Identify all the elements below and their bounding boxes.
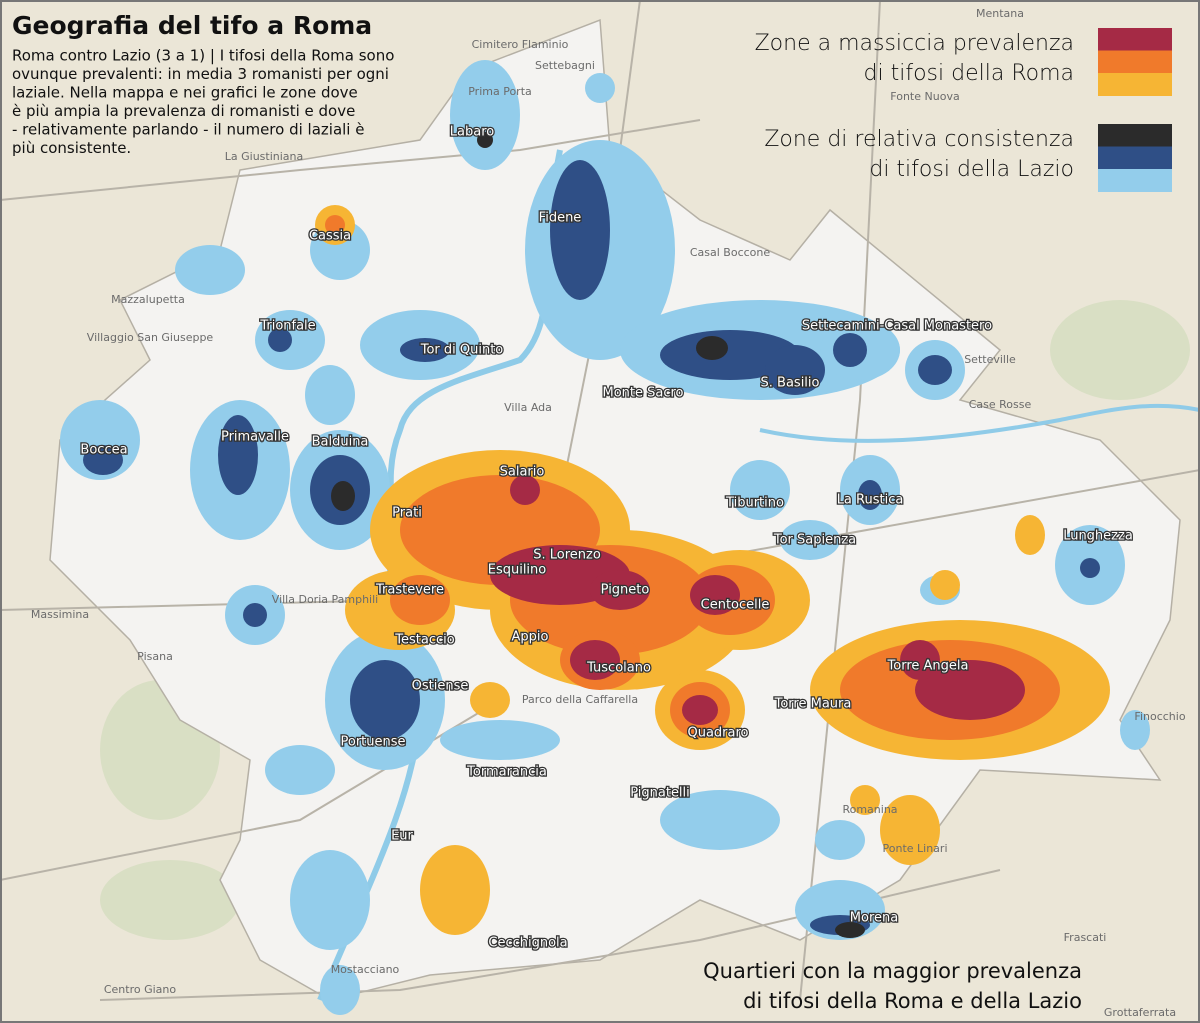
neighborhood-label: S. Lorenzo xyxy=(533,548,601,563)
basemap-label: Ponte Linari xyxy=(883,842,948,855)
neighborhood-label: Esquilino xyxy=(488,563,547,578)
description: Roma contro Lazio (3 a 1) | I tifosi del… xyxy=(12,47,394,158)
neighborhood-label: Boccea xyxy=(80,443,127,458)
lazio-dark-zones xyxy=(331,132,865,938)
neighborhood-label: Prati xyxy=(392,506,422,521)
legend-swatch xyxy=(1098,169,1172,192)
caption-line: Quartieri con la maggior prevalenza xyxy=(703,959,1082,983)
title: Geografia del tifo a Roma xyxy=(12,11,372,40)
neighborhood-label: Tor Sapienza xyxy=(773,533,856,548)
basemap-label: Villa Doria Pamphili xyxy=(272,593,378,606)
basemap-label: Romanina xyxy=(842,803,897,816)
neighborhood-label: Quadraro xyxy=(687,726,748,741)
caption: Quartieri con la maggior prevalenza di ti… xyxy=(703,959,1082,1013)
neighborhood-label: Primavalle xyxy=(221,430,289,445)
legend-swatch xyxy=(1098,146,1172,170)
legend-label: Zone di relativa consistenza xyxy=(764,127,1074,152)
basemap-label: Centro Giano xyxy=(104,983,177,996)
description-line: più consistente. xyxy=(12,139,131,157)
neighborhood-label: Cecchignola xyxy=(488,936,567,951)
neighborhood-label: Morena xyxy=(850,911,898,926)
legend-swatch xyxy=(1098,50,1172,74)
neighborhood-label: Balduina xyxy=(312,435,369,450)
neighborhood-label: La Rustica xyxy=(837,493,904,508)
neighborhood-label: Monte Sacro xyxy=(602,386,683,401)
neighborhood-label: Testaccio xyxy=(394,633,454,648)
basemap-label: Mentana xyxy=(976,7,1024,20)
legend-swatch xyxy=(1098,73,1172,96)
neighborhood-label: Torre Angela xyxy=(887,659,969,674)
neighborhood-label: Appio xyxy=(512,630,549,645)
basemap-label: Parco della Caffarella xyxy=(522,693,638,706)
basemap-label: Mazzalupetta xyxy=(111,293,185,306)
basemap-label: Finocchio xyxy=(1134,710,1185,723)
basemap-label: Pisana xyxy=(137,650,173,663)
description-line: è più ampia la prevalenza di romanisti e… xyxy=(12,102,355,120)
neighborhood-label: Portuense xyxy=(340,735,405,750)
neighborhood-label: Trastevere xyxy=(375,583,444,598)
legend-swatch xyxy=(1098,124,1172,147)
basemap-label: Villa Ada xyxy=(504,401,552,414)
description-line: - relativamente parlando - il numero di … xyxy=(12,121,364,139)
basemap-labels: Mentana Cimitero Flaminio SettebagniPrima … xyxy=(31,7,1186,1019)
basemap-label: La Giustiniana xyxy=(225,150,304,163)
legend: Zone a massiccia prevalenza di tifosi del… xyxy=(755,28,1172,192)
neighborhood-label: Trionfale xyxy=(259,319,315,334)
neighborhood-label: Tor di Quinto xyxy=(420,343,504,358)
basemap-label: Cimitero Flaminio xyxy=(472,38,569,51)
basemap-label: Prima Porta xyxy=(468,85,532,98)
neighborhood-label: Labaro xyxy=(450,125,494,140)
neighborhood-label: Torre Maura xyxy=(774,697,852,712)
neighborhood-label: Eur xyxy=(391,829,413,844)
legend-label: di tifosi della Roma xyxy=(864,61,1074,86)
neighborhood-label: Centocelle xyxy=(701,598,770,613)
basemap-label: Fonte Nuova xyxy=(890,90,959,103)
basemap-label: Massimina xyxy=(31,608,89,621)
basemap-label: Villaggio San Giuseppe xyxy=(87,331,214,344)
legend-swatch xyxy=(1098,28,1172,51)
description-line: ovunque prevalenti: in media 3 romanisti… xyxy=(12,65,389,83)
basemap-label: Case Rosse xyxy=(969,398,1032,411)
legend-label: di tifosi della Lazio xyxy=(869,157,1074,182)
neighborhood-label: Pignatelli xyxy=(630,786,690,801)
neighborhood-label: Tiburtino xyxy=(725,496,784,511)
description-line: laziale. Nella mappa e nei grafici le zo… xyxy=(12,84,358,102)
description-line: Roma contro Lazio (3 a 1) | I tifosi del… xyxy=(12,47,394,65)
neighborhood-label: Tormarancia xyxy=(466,765,547,780)
basemap-label: Grottaferrata xyxy=(1104,1006,1176,1019)
caption-line: di tifosi della Roma e della Lazio xyxy=(743,989,1082,1013)
neighborhood-label: Ostiense xyxy=(412,679,469,694)
roma-dark-zones xyxy=(490,475,1025,725)
legend-label: Zone a massiccia prevalenza xyxy=(755,31,1074,56)
basemap-label: Frascati xyxy=(1064,931,1107,944)
basemap-label: Casal Boccone xyxy=(690,246,771,259)
river xyxy=(759,403,1200,443)
neighborhood-label: S. Basilio xyxy=(761,376,820,391)
neighborhood-label: Pigneto xyxy=(601,583,650,598)
basemap-label: Settebagni xyxy=(535,59,595,72)
neighborhood-label: Lunghezza xyxy=(1063,529,1133,544)
neighborhood-label: Cassia xyxy=(309,229,351,244)
neighborhood-label: Salario xyxy=(500,465,545,480)
basemap-label: Mostacciano xyxy=(331,963,400,976)
neighborhood-label: Tuscolano xyxy=(586,661,651,676)
lazio-mid-zones xyxy=(83,160,1100,935)
neighborhood-label: Settecamini-Casal Monastero xyxy=(802,319,992,334)
neighborhood-labels: Labaro Cassia Fidene Trionfale Tor di Quinto… xyxy=(79,123,1134,952)
basemap-label: Setteville xyxy=(964,353,1016,366)
neighborhood-label: Fidene xyxy=(539,211,582,226)
